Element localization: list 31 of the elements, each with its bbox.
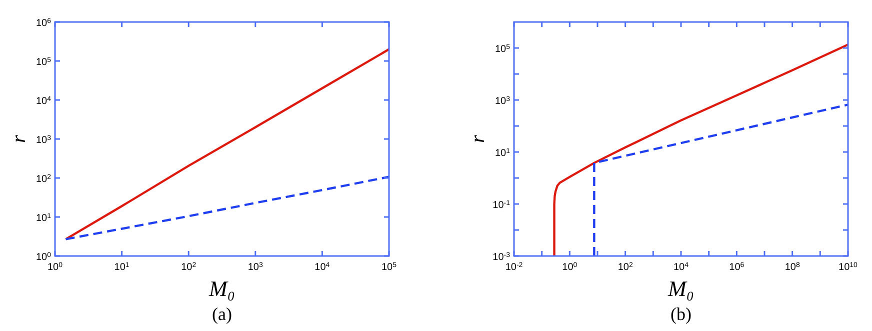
y-tick-label: 10$^{2}$: [36, 174, 52, 185]
y-tick-label: 10$^{-3}$: [492, 252, 510, 263]
text: (a): [212, 304, 232, 324]
y-tick-label: 10$^{6}$: [36, 18, 52, 29]
y-tick-label: 10$^{1}$: [494, 148, 510, 159]
y-axis-title: r: [8, 134, 30, 143]
x-axis-title: M₀: [208, 276, 235, 301]
y-tick-label: 10$^{-1}$: [492, 200, 510, 211]
x-tick-label: 10$^{3}$: [248, 262, 264, 273]
y-axis-title: r: [467, 134, 489, 143]
y-tick-label: 10$^{3}$: [494, 96, 510, 107]
y-tick-label: 10$^{1}$: [36, 212, 52, 224]
x-tick-label: 10$^{4}$: [314, 262, 330, 273]
x-tick-label: 10$^{6}$: [729, 262, 744, 273]
x-tick-label: 10$^{0}$: [562, 262, 578, 273]
x-tick-label: 10$^{0}$: [47, 262, 63, 273]
y-tick-label: 10$^{3}$: [36, 134, 52, 146]
text: (b): [670, 304, 692, 324]
x-tick-label: 10$^{5}$: [381, 262, 397, 273]
x-tick-label: 10$^{-2}$: [505, 262, 523, 273]
x-tick-label: 10$^{1}$: [114, 262, 130, 273]
x-tick-label: 10$^{2}$: [618, 262, 633, 273]
y-tick-label: 10$^{0}$: [36, 252, 52, 263]
y-tick-label: 10$^{5}$: [494, 44, 510, 55]
x-axis-title: M₀: [667, 276, 694, 301]
x-tick-label: 10$^{8}$: [784, 262, 800, 273]
y-tick-label: 10$^{4}$: [36, 96, 52, 107]
y-tick-label: 10$^{5}$: [36, 56, 52, 68]
x-tick-label: 10$^{2}$: [181, 262, 196, 273]
x-tick-label: 10$^{4}$: [673, 262, 689, 273]
x-tick-label: 10$^{10}$: [838, 262, 858, 273]
